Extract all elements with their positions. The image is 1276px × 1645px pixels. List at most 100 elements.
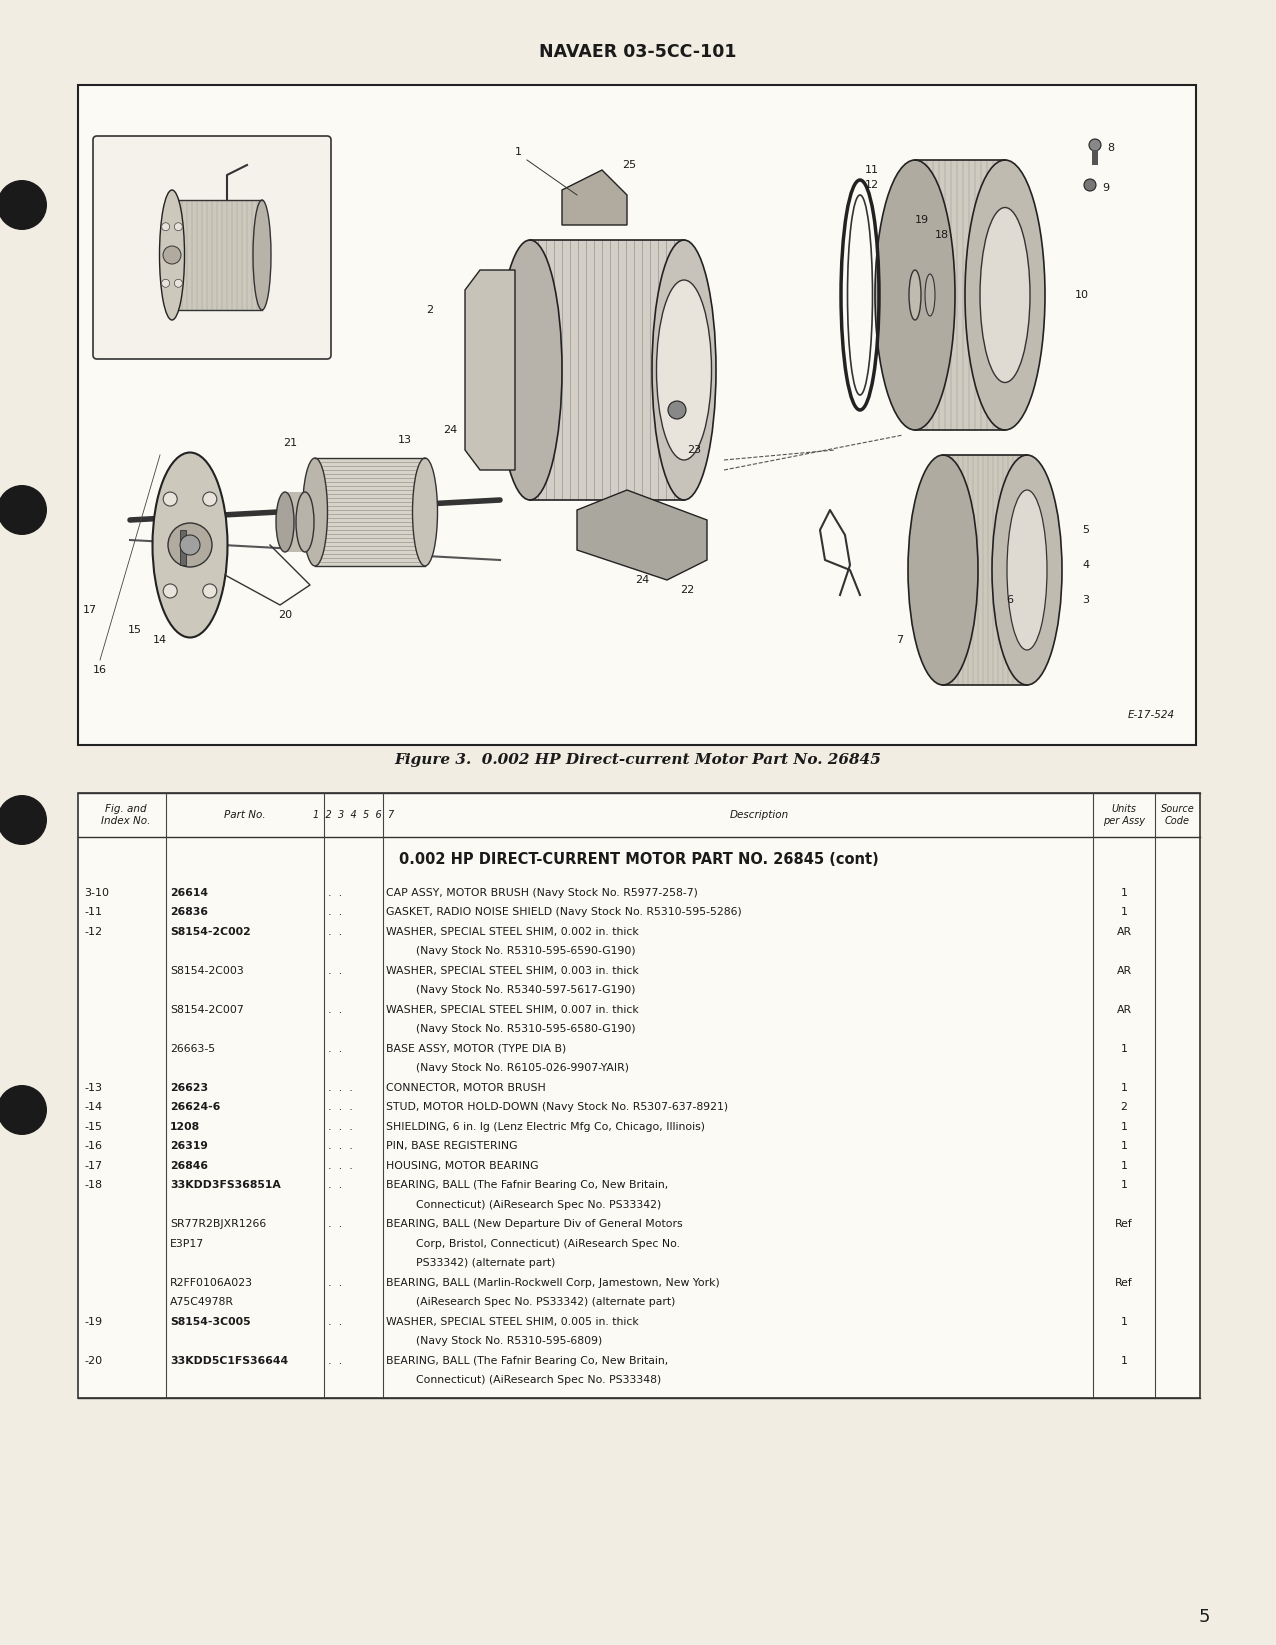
- Text: WASHER, SPECIAL STEEL SHIM, 0.002 in. thick: WASHER, SPECIAL STEEL SHIM, 0.002 in. th…: [387, 926, 639, 936]
- Ellipse shape: [909, 270, 921, 321]
- Text: 18: 18: [935, 230, 949, 240]
- Text: 20: 20: [278, 610, 292, 620]
- Ellipse shape: [656, 280, 712, 461]
- Text: -14: -14: [84, 1102, 102, 1112]
- Text: 11: 11: [865, 164, 879, 174]
- Text: HOUSING, MOTOR BEARING: HOUSING, MOTOR BEARING: [387, 1161, 538, 1171]
- Text: WASHER, SPECIAL STEEL SHIM, 0.003 in. thick: WASHER, SPECIAL STEEL SHIM, 0.003 in. th…: [387, 966, 639, 975]
- Ellipse shape: [965, 160, 1045, 429]
- Circle shape: [162, 280, 170, 288]
- Text: 5: 5: [1198, 1609, 1210, 1625]
- Circle shape: [669, 401, 686, 419]
- Text: 26846: 26846: [170, 1161, 208, 1171]
- Text: .  .  .: . . .: [328, 1082, 353, 1092]
- Text: 12: 12: [865, 179, 879, 191]
- Text: Corp, Bristol, Connecticut) (AiResearch Spec No.: Corp, Bristol, Connecticut) (AiResearch …: [416, 1239, 680, 1249]
- Text: 16: 16: [93, 665, 107, 674]
- Text: CAP ASSY, MOTOR BRUSH (Navy Stock No. R5977-258-7): CAP ASSY, MOTOR BRUSH (Navy Stock No. R5…: [387, 888, 698, 898]
- Text: .  .  .: . . .: [328, 1142, 353, 1152]
- Text: 23: 23: [686, 446, 701, 456]
- Ellipse shape: [652, 240, 716, 500]
- Text: 24: 24: [635, 576, 649, 586]
- Text: S8154-3C005: S8154-3C005: [170, 1316, 250, 1328]
- Text: -17: -17: [84, 1161, 102, 1171]
- Text: GASKET, RADIO NOISE SHIELD (Navy Stock No. R5310-595-5286): GASKET, RADIO NOISE SHIELD (Navy Stock N…: [387, 908, 741, 918]
- Bar: [530, 240, 685, 500]
- Text: Ref: Ref: [1115, 1219, 1133, 1229]
- Text: 9: 9: [1102, 183, 1109, 192]
- Text: 19: 19: [915, 215, 929, 225]
- Ellipse shape: [296, 492, 314, 553]
- Text: 15: 15: [128, 625, 142, 635]
- Text: -13: -13: [84, 1082, 102, 1092]
- Bar: [172, 201, 262, 309]
- Circle shape: [175, 280, 182, 288]
- Ellipse shape: [1007, 490, 1048, 650]
- Text: A75C4978R: A75C4978R: [170, 1298, 234, 1308]
- Text: Part No.: Part No.: [225, 809, 265, 819]
- Text: 33KDD3FS36851A: 33KDD3FS36851A: [170, 1179, 281, 1191]
- Text: .  .: . .: [328, 1043, 342, 1054]
- Text: (Navy Stock No. R5310-595-6590-G190): (Navy Stock No. R5310-595-6590-G190): [416, 946, 635, 956]
- Text: -12: -12: [84, 926, 102, 936]
- Text: .  .  .: . . .: [328, 1122, 353, 1132]
- Text: BASE ASSY, MOTOR (TYPE DIA B): BASE ASSY, MOTOR (TYPE DIA B): [387, 1043, 567, 1054]
- Text: WASHER, SPECIAL STEEL SHIM, 0.007 in. thick: WASHER, SPECIAL STEEL SHIM, 0.007 in. th…: [387, 1005, 639, 1015]
- Text: (AiResearch Spec No. PS33342) (alternate part): (AiResearch Spec No. PS33342) (alternate…: [416, 1298, 675, 1308]
- Text: .  .: . .: [328, 966, 342, 975]
- Ellipse shape: [253, 201, 271, 309]
- Text: .  .: . .: [328, 1005, 342, 1015]
- Text: 1: 1: [1120, 908, 1128, 918]
- Text: 3-10: 3-10: [84, 888, 108, 898]
- Circle shape: [1088, 138, 1101, 151]
- Text: 25: 25: [621, 160, 637, 169]
- Text: 1: 1: [1120, 1082, 1128, 1092]
- Text: 26614: 26614: [170, 888, 208, 898]
- Text: BEARING, BALL (New Departure Div of General Motors: BEARING, BALL (New Departure Div of Gene…: [387, 1219, 683, 1229]
- Text: -18: -18: [84, 1179, 102, 1191]
- Text: 26836: 26836: [170, 908, 208, 918]
- Text: PIN, BASE REGISTERING: PIN, BASE REGISTERING: [387, 1142, 518, 1152]
- Circle shape: [203, 492, 217, 507]
- Text: -16: -16: [84, 1142, 102, 1152]
- Bar: [180, 530, 186, 564]
- Bar: [78, 86, 1196, 745]
- Ellipse shape: [925, 275, 935, 316]
- Text: S8154-2C002: S8154-2C002: [170, 926, 251, 936]
- Text: Source
Code: Source Code: [1161, 804, 1194, 826]
- Text: 1: 1: [1120, 1179, 1128, 1191]
- Text: 2: 2: [426, 304, 434, 314]
- Text: .  .: . .: [328, 908, 342, 918]
- Text: 0.002 HP DIRECT-CURRENT MOTOR PART NO. 26845 (cont): 0.002 HP DIRECT-CURRENT MOTOR PART NO. 2…: [399, 852, 879, 867]
- Text: .  .: . .: [328, 1278, 342, 1288]
- Bar: [1092, 150, 1099, 164]
- Polygon shape: [577, 490, 707, 581]
- Circle shape: [0, 485, 47, 535]
- Text: -20: -20: [84, 1355, 102, 1365]
- Circle shape: [1085, 179, 1096, 191]
- Text: 1208: 1208: [170, 1122, 200, 1132]
- Ellipse shape: [875, 160, 954, 429]
- Text: .  .: . .: [328, 1219, 342, 1229]
- Bar: [285, 492, 305, 553]
- Text: Connecticut) (AiResearch Spec No. PS33348): Connecticut) (AiResearch Spec No. PS3334…: [416, 1375, 661, 1385]
- Text: 1: 1: [516, 146, 522, 156]
- Ellipse shape: [909, 456, 977, 684]
- Ellipse shape: [498, 240, 561, 500]
- Text: S8154-2C007: S8154-2C007: [170, 1005, 244, 1015]
- Circle shape: [163, 492, 177, 507]
- Text: (Navy Stock No. R6105-026-9907-YAIR): (Navy Stock No. R6105-026-9907-YAIR): [416, 1063, 629, 1073]
- Ellipse shape: [412, 457, 438, 566]
- Text: .  .  .: . . .: [328, 1102, 353, 1112]
- Ellipse shape: [276, 492, 293, 553]
- Text: 3: 3: [1082, 595, 1088, 605]
- Text: 10: 10: [1074, 290, 1088, 299]
- Text: 17: 17: [83, 605, 97, 615]
- Text: 7: 7: [897, 635, 903, 645]
- Text: (Navy Stock No. R5310-595-6809): (Navy Stock No. R5310-595-6809): [416, 1336, 602, 1346]
- Circle shape: [168, 523, 212, 568]
- Text: 1: 1: [1120, 1043, 1128, 1054]
- Text: 21: 21: [283, 438, 297, 447]
- Text: SR77R2BJXR1266: SR77R2BJXR1266: [170, 1219, 267, 1229]
- Circle shape: [162, 222, 170, 230]
